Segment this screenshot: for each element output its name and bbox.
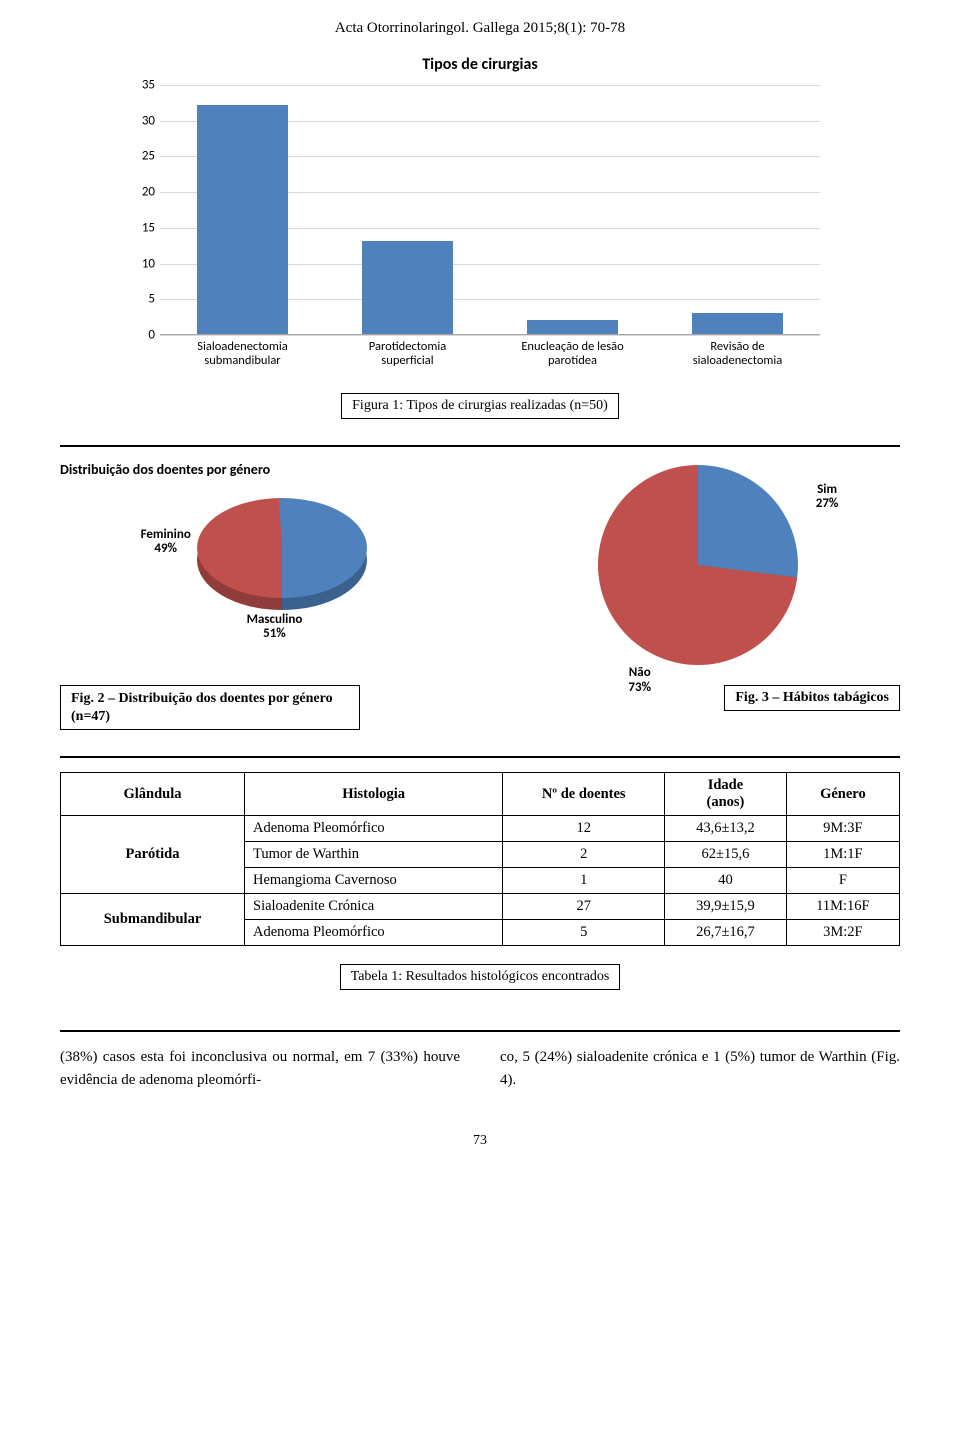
cell-histologia: Tumor de Warthin <box>245 842 503 868</box>
cell-glandula: Parótida <box>61 816 245 894</box>
cell-n: 2 <box>503 842 665 868</box>
separator <box>60 445 900 447</box>
bar-chart-xlabel: Sialoadenectomiasubmandibular <box>160 340 325 369</box>
figure-3-caption-box: Fig. 3 – Hábitos tabágicos <box>724 685 900 711</box>
table-resultados-histologicos: Glândula Histologia Nº de doentes Idade(… <box>60 772 900 946</box>
body-text-columns: (38%) casos esta foi inconclusiva ou nor… <box>60 1046 900 1093</box>
bar-chart-ytick: 30 <box>130 113 155 128</box>
table-row: SubmandibularSialoadenite Crónica2739,9±… <box>61 894 900 920</box>
bar-chart-xlabel: Enucleação de lesãoparotídea <box>490 340 655 369</box>
cell-histologia: Sialoadenite Crónica <box>245 894 503 920</box>
table-header-row: Glândula Histologia Nº de doentes Idade(… <box>61 773 900 816</box>
bar-chart-ytick: 10 <box>130 256 155 271</box>
pie-smoke-chart: Sim27% Não73% <box>598 465 798 665</box>
cell-genero: 3M:2F <box>786 920 899 946</box>
bar <box>692 313 783 334</box>
pie-charts-row: Distribuição dos doentes por género Femi… <box>60 461 900 665</box>
cell-n: 5 <box>503 920 665 946</box>
figure-1-caption-box: Figura 1: Tipos de cirurgias realizadas … <box>341 393 619 419</box>
cell-idade: 62±15,6 <box>665 842 787 868</box>
cell-idade: 26,7±16,7 <box>665 920 787 946</box>
bar-chart-ytick: 15 <box>130 220 155 235</box>
bar-chart-xlabel: Parotidectomiasuperficial <box>325 340 490 369</box>
cell-genero: 1M:1F <box>786 842 899 868</box>
col-glandula: Glândula <box>61 773 245 816</box>
bar-chart-ytick: 0 <box>130 328 155 343</box>
cell-histologia: Adenoma Pleomórfico <box>245 816 503 842</box>
figure-2-caption-box: Fig. 2 – Distribuição dos doentes por gé… <box>60 685 360 730</box>
pie-smoke-label-nao: Não73% <box>628 666 651 695</box>
cell-glandula: Submandibular <box>61 894 245 946</box>
separator-2 <box>60 756 900 758</box>
bar-chart-ytick: 20 <box>130 185 155 200</box>
cell-idade: 40 <box>665 868 787 894</box>
pie-smoke-label-sim: Sim27% <box>816 483 839 512</box>
table-1-caption-box: Tabela 1: Resultados histológicos encont… <box>340 964 621 990</box>
body-text-right: co, 5 (24%) sialoadenite crónica e 1 (5%… <box>500 1046 900 1093</box>
bar-chart-plot-area: 05101520253035 <box>160 85 820 335</box>
pie-gender-block: Distribuição dos doentes por género Femi… <box>60 461 463 618</box>
figure-captions-row: Fig. 2 – Distribuição dos doentes por gé… <box>60 679 900 748</box>
bar <box>362 241 453 334</box>
body-text-left: (38%) casos esta foi inconclusiva ou nor… <box>60 1046 460 1093</box>
col-histologia: Histologia <box>245 773 503 816</box>
col-idade: Idade(anos) <box>665 773 787 816</box>
col-genero: Género <box>786 773 899 816</box>
cell-genero: 9M:3F <box>786 816 899 842</box>
bar <box>197 105 288 334</box>
col-n-doentes: Nº de doentes <box>503 773 665 816</box>
bar-chart-tipos-cirurgias: Tipos de cirurgias 05101520253035 Sialoa… <box>120 55 840 375</box>
separator-3 <box>60 1030 900 1032</box>
cell-histologia: Adenoma Pleomórfico <box>245 920 503 946</box>
bar-chart-title: Tipos de cirurgias <box>120 55 840 74</box>
bar-chart-ytick: 5 <box>130 292 155 307</box>
pie-gender-title: Distribuição dos doentes por género <box>60 461 463 478</box>
cell-n: 27 <box>503 894 665 920</box>
pie-gender-label-feminino: Feminino49% <box>141 528 191 557</box>
pie-gender-label-masculino: Masculino51% <box>247 613 303 642</box>
running-header: Acta Otorrinolaringol. Gallega 2015;8(1)… <box>60 20 900 37</box>
bar-chart-ytick: 25 <box>130 149 155 164</box>
bar <box>527 320 618 334</box>
pie-smoke-block: Sim27% Não73% <box>497 461 900 665</box>
cell-genero: 11M:16F <box>786 894 899 920</box>
pie-gender-chart: Feminino49% Masculino51% <box>147 488 377 618</box>
cell-genero: F <box>786 868 899 894</box>
cell-idade: 43,6±13,2 <box>665 816 787 842</box>
cell-idade: 39,9±15,9 <box>665 894 787 920</box>
page-number: 73 <box>60 1133 900 1149</box>
bar-chart-ytick: 35 <box>130 78 155 93</box>
cell-n: 12 <box>503 816 665 842</box>
bar-chart-xlabel: Revisão desialoadenectomia <box>655 340 820 369</box>
cell-n: 1 <box>503 868 665 894</box>
cell-histologia: Hemangioma Cavernoso <box>245 868 503 894</box>
table-row: ParótidaAdenoma Pleomórfico1243,6±13,29M… <box>61 816 900 842</box>
